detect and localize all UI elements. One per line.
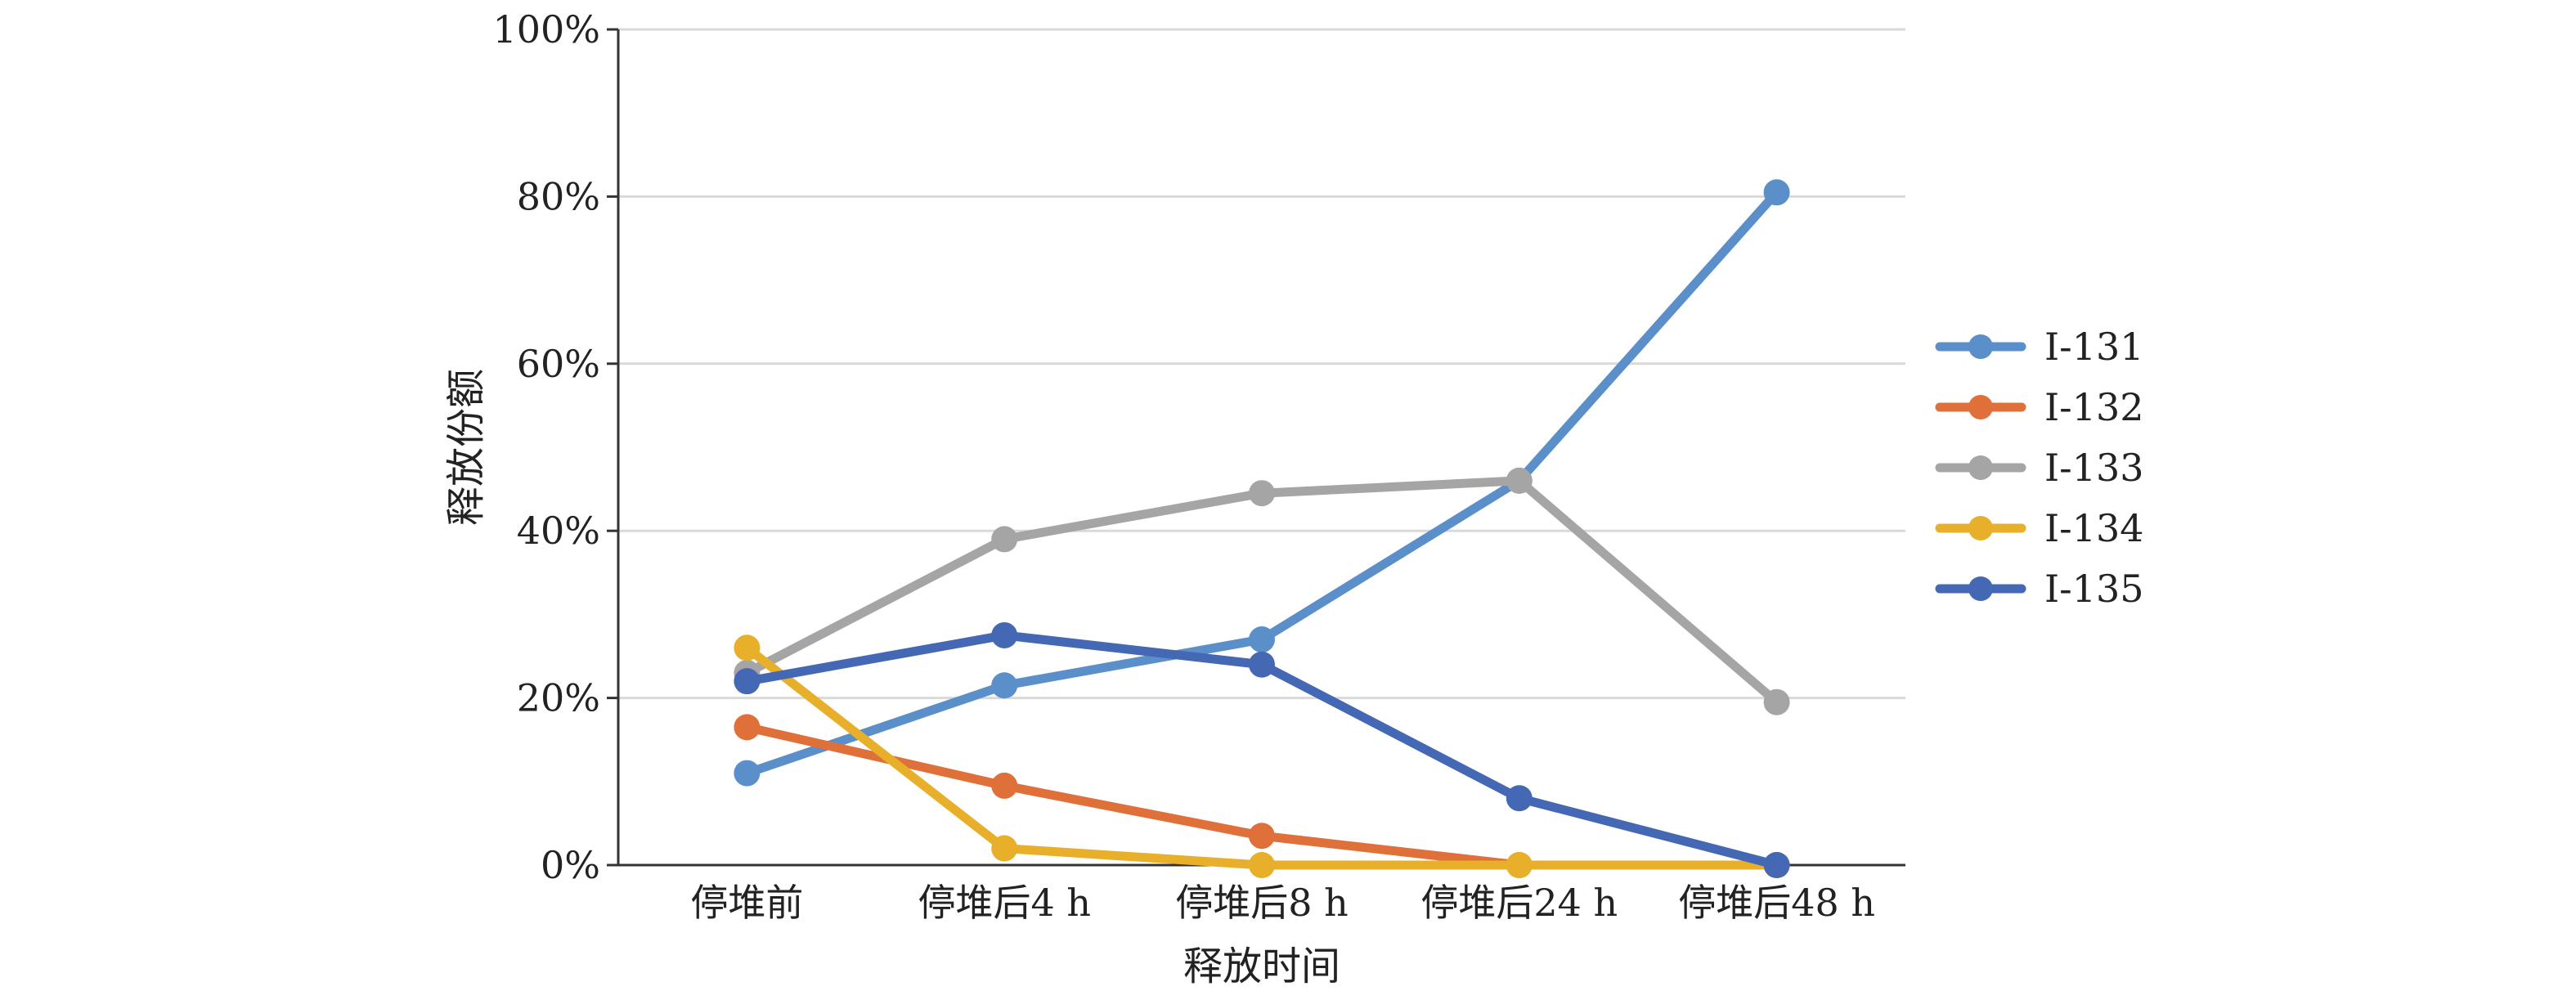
legend-swatch-marker xyxy=(1968,516,1993,540)
legend-label: I-134 xyxy=(2044,506,2144,550)
data-point xyxy=(1506,467,1533,494)
legend-item: I-134 xyxy=(1935,506,2144,550)
data-point xyxy=(1763,688,1790,715)
y-tick-label: 0% xyxy=(541,843,600,887)
x-tick-label: 停堆后48 h xyxy=(1678,881,1875,925)
data-point xyxy=(1249,651,1275,678)
data-point xyxy=(734,760,761,787)
x-axis-title: 释放时间 xyxy=(1183,944,1340,989)
x-tick-label: 停堆后8 h xyxy=(1175,881,1349,925)
x-tick-label: 停堆后4 h xyxy=(918,881,1091,925)
data-point xyxy=(1506,785,1533,812)
gridlines xyxy=(618,28,1905,700)
data-point xyxy=(1506,852,1533,878)
series-i-134 xyxy=(734,635,1790,878)
legend-item: I-135 xyxy=(1935,567,2144,611)
x-tick-label: 停堆前 xyxy=(690,881,803,925)
y-tick-label: 60% xyxy=(517,342,600,386)
legend-swatch-marker xyxy=(1968,576,1993,601)
data-point xyxy=(1249,823,1275,850)
series-i-133 xyxy=(734,467,1790,715)
data-point xyxy=(991,672,1018,699)
data-point xyxy=(991,526,1018,553)
legend-swatch-marker xyxy=(1968,395,1993,419)
data-point xyxy=(734,635,761,661)
legend-label: I-131 xyxy=(2044,325,2144,369)
x-tick-labels: 停堆前 停堆后4 h 停堆后8 h 停堆后24 h 停堆后48 h xyxy=(690,881,1875,925)
legend-label: I-133 xyxy=(2044,446,2144,490)
x-tick-label: 停堆后24 h xyxy=(1420,881,1618,925)
y-tick-label: 80% xyxy=(517,174,600,218)
legend-item: I-132 xyxy=(1935,385,2144,429)
data-point xyxy=(1249,626,1275,653)
y-tick-label: 100% xyxy=(492,7,600,52)
data-point xyxy=(991,835,1018,862)
legend-item: I-133 xyxy=(1935,446,2144,490)
data-point xyxy=(1249,480,1275,507)
series-i-135 xyxy=(734,621,1790,878)
legend-swatch-marker xyxy=(1968,455,1993,480)
legend-item: I-131 xyxy=(1935,325,2144,369)
data-point xyxy=(991,772,1018,799)
legend-label: I-135 xyxy=(2044,567,2144,611)
data-point xyxy=(734,668,761,695)
data-point xyxy=(734,714,761,741)
y-axis-title: 释放份额 xyxy=(443,369,489,526)
series-lines xyxy=(734,179,1790,878)
data-point xyxy=(1249,852,1275,878)
legend: I-131 I-132 I-133 I-134 I-135 xyxy=(1935,325,2144,611)
data-point xyxy=(991,621,1018,648)
y-tick-label: 40% xyxy=(517,509,600,553)
data-point xyxy=(1763,852,1790,878)
y-tick-labels: 0% 20% 40% 60% 80% 100% xyxy=(492,7,618,887)
data-point xyxy=(1763,179,1790,206)
legend-label: I-132 xyxy=(2044,385,2144,429)
legend-swatch-marker xyxy=(1968,334,1993,359)
y-tick-label: 20% xyxy=(517,676,600,720)
